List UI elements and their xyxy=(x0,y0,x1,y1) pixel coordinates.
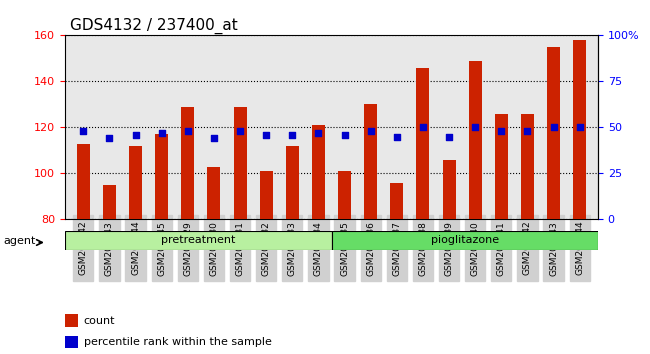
Bar xyxy=(469,61,482,219)
Point xyxy=(391,134,402,139)
Bar xyxy=(417,68,430,219)
Bar xyxy=(521,114,534,219)
Bar xyxy=(233,107,246,219)
Bar xyxy=(495,114,508,219)
Point xyxy=(339,132,350,138)
Point xyxy=(418,125,428,130)
Point xyxy=(104,136,114,141)
Bar xyxy=(364,104,377,219)
Point xyxy=(365,128,376,134)
Bar xyxy=(129,146,142,219)
Point xyxy=(496,128,506,134)
Bar xyxy=(573,40,586,219)
Point xyxy=(470,125,480,130)
Bar xyxy=(547,47,560,219)
Point xyxy=(209,136,219,141)
Point xyxy=(575,125,585,130)
Bar xyxy=(286,146,299,219)
Bar xyxy=(259,171,273,219)
Bar xyxy=(390,183,404,219)
Point xyxy=(157,130,167,136)
Point xyxy=(444,134,454,139)
Bar xyxy=(338,171,351,219)
Point xyxy=(78,128,88,134)
Bar xyxy=(77,143,90,219)
Point xyxy=(261,132,272,138)
Text: pioglitazone: pioglitazone xyxy=(431,235,499,245)
Text: agent: agent xyxy=(3,236,36,246)
Point xyxy=(131,132,141,138)
Bar xyxy=(207,166,220,219)
Point xyxy=(313,130,324,136)
Bar xyxy=(181,107,194,219)
Bar xyxy=(65,336,79,348)
FancyBboxPatch shape xyxy=(65,231,332,250)
Point xyxy=(235,128,245,134)
Bar xyxy=(65,314,79,327)
Text: GDS4132 / 237400_at: GDS4132 / 237400_at xyxy=(70,18,238,34)
Bar xyxy=(103,185,116,219)
Text: count: count xyxy=(84,316,115,326)
Bar xyxy=(155,134,168,219)
Bar xyxy=(312,125,325,219)
Point xyxy=(549,125,559,130)
Point xyxy=(287,132,298,138)
Text: pretreatment: pretreatment xyxy=(161,235,235,245)
Point xyxy=(183,128,193,134)
Point xyxy=(522,128,532,134)
Bar xyxy=(443,160,456,219)
Text: percentile rank within the sample: percentile rank within the sample xyxy=(84,337,272,347)
FancyBboxPatch shape xyxy=(332,231,598,250)
